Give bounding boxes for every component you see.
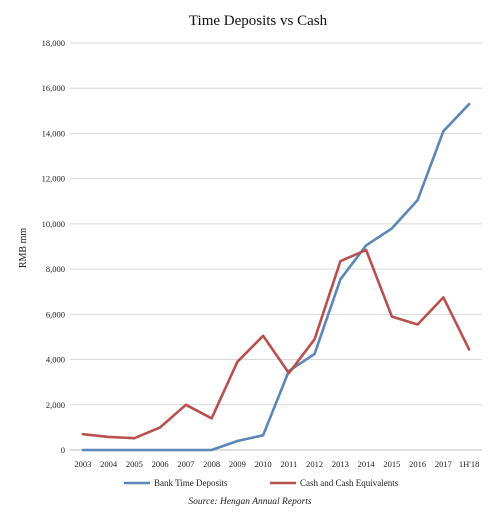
x-tick-label: 2013 — [332, 459, 349, 469]
series-line-1 — [81, 248, 471, 440]
x-axis-ticks: 2003 2004 2005 2006 2007 2008 2009 2010 2011 2012… — [74, 459, 479, 469]
x-tick-label: 2003 — [74, 459, 91, 469]
x-tick-label: 2012 — [306, 459, 323, 469]
y-tick-label: 16,000 — [42, 83, 65, 93]
y-tick-label: 10,000 — [42, 219, 65, 229]
gridlines — [70, 42, 482, 451]
y-tick-label: 14,000 — [42, 128, 65, 138]
chart-title: Time Deposits vs Cash — [189, 13, 328, 29]
legend: Bank Time Deposits Cash and Cash Equivale… — [124, 478, 399, 488]
x-tick-label: 2008 — [203, 459, 220, 469]
series-line-0 — [81, 102, 471, 452]
y-tick-label: 0 — [61, 445, 65, 455]
x-tick-label: 2015 — [383, 459, 400, 469]
x-tick-label: 2010 — [255, 459, 272, 469]
x-tick-label: 2011 — [281, 459, 298, 469]
y-tick-label: 4,000 — [46, 355, 65, 365]
y-axis-label: RMB mm — [18, 228, 29, 269]
y-tick-label: 2,000 — [46, 400, 65, 410]
x-tick-label: 1H'18 — [459, 459, 479, 469]
x-tick-label: 2009 — [229, 459, 246, 469]
x-tick-label: 2005 — [126, 459, 143, 469]
source-note: Source: Hengan Annual Reports — [188, 497, 312, 507]
x-tick-label: 2016 — [409, 459, 426, 469]
legend-label: Bank Time Deposits — [154, 478, 228, 488]
legend-label: Cash and Cash Equivalents — [300, 478, 399, 488]
x-tick-label: 2004 — [100, 459, 118, 469]
y-tick-label: 18,000 — [42, 38, 65, 48]
y-tick-label: 8,000 — [46, 264, 65, 274]
y-tick-label: 6,000 — [46, 309, 65, 319]
x-tick-label: 2007 — [177, 459, 194, 469]
x-tick-label: 2017 — [435, 459, 452, 469]
x-tick-label: 2014 — [358, 459, 376, 469]
series-lines — [81, 102, 471, 452]
y-axis-ticks: 0 2,000 4,000 6,000 8,000 10,000 12,000 14,000 1… — [42, 38, 65, 455]
y-tick-label: 12,000 — [42, 174, 65, 184]
x-tick-label: 2006 — [152, 459, 169, 469]
